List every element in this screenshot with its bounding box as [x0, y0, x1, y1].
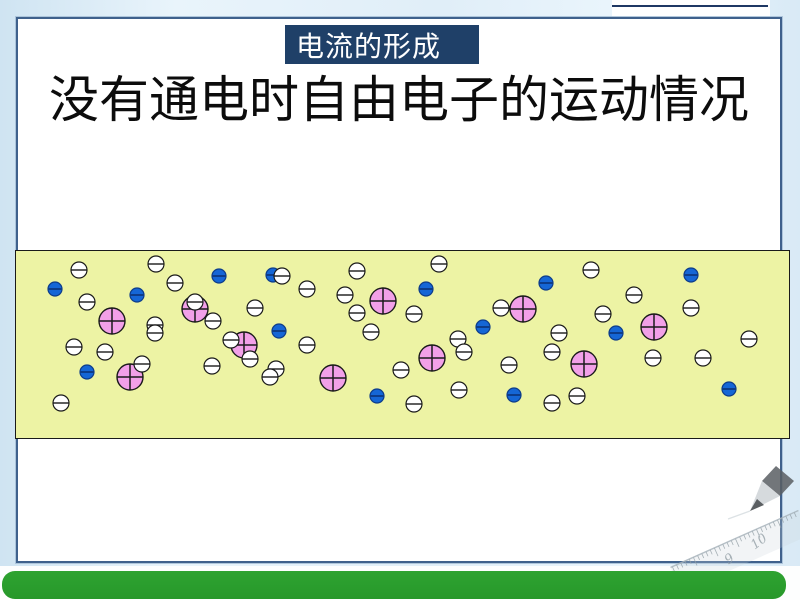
particle-ion [570, 350, 598, 378]
particle-electron_white [203, 357, 221, 375]
particle-electron_blue [418, 281, 434, 297]
particle-electron_white [186, 293, 204, 311]
particle-ion [369, 287, 397, 315]
particle-electron_white [362, 323, 380, 341]
particle-electron_white [450, 381, 468, 399]
pencil-ruler-decoration: 9 10 [670, 466, 800, 585]
particle-electron_blue [721, 381, 737, 397]
particle-electron_white [241, 350, 259, 368]
particle-electron_white [582, 261, 600, 279]
particle-electron_white [543, 394, 561, 412]
particle-electron_white [261, 368, 279, 386]
particle-ion [98, 307, 126, 335]
particle-electron_white [405, 305, 423, 323]
particle-electron_white [550, 324, 568, 342]
particle-electron_blue [47, 281, 63, 297]
particle-ion [509, 295, 537, 323]
particle-electron_white [348, 262, 366, 280]
particle-electron_blue [271, 323, 287, 339]
particle-electron_white [298, 280, 316, 298]
slide-heading: 没有通电时自由电子的运动情况 [49, 71, 749, 129]
particle-electron_white [70, 261, 88, 279]
particle-electron_blue [369, 388, 385, 404]
lesson-title-badge: 电流的形成 [285, 25, 479, 64]
particle-electron_white [594, 305, 612, 323]
particle-ion [640, 313, 668, 341]
background-paper-edge [612, 0, 770, 18]
particle-electron_white [740, 330, 758, 348]
particle-electron_white [682, 299, 700, 317]
particle-electron_blue [608, 325, 624, 341]
particle-electron_white [298, 336, 316, 354]
ruler-ticks [671, 512, 797, 576]
particle-electron_white [52, 394, 70, 412]
particle-electron_white [133, 355, 151, 373]
lesson-title-label: 电流的形成 [296, 29, 442, 63]
particle-electron_blue [506, 387, 522, 403]
particle-electron_white [405, 395, 423, 413]
particle-ion [418, 344, 446, 372]
particle-electron_white [204, 312, 222, 330]
particle-electron_white [65, 338, 83, 356]
top-accent-line [612, 5, 768, 7]
particle-electron_white [273, 267, 291, 285]
particle-electron_blue [211, 268, 227, 284]
pencil-icon [727, 466, 794, 520]
particle-electron_white [147, 255, 165, 273]
particle-electron_white [644, 349, 662, 367]
particle-electron_white [625, 286, 643, 304]
particle-electron_white [78, 293, 96, 311]
particle-electron_white [246, 299, 264, 317]
particle-electron_white [336, 286, 354, 304]
particle-electron_white [96, 343, 114, 361]
particle-diagram-svg [47, 255, 758, 413]
particle-electron_white [543, 343, 561, 361]
particle-electron_blue [129, 287, 145, 303]
particle-electron_white [694, 349, 712, 367]
particle-electron_white [500, 356, 518, 374]
particle-electron_white [146, 324, 164, 342]
particle-electron_blue [79, 364, 95, 380]
particle-electron_white [348, 304, 366, 322]
particle-electron_blue [475, 319, 491, 335]
conductor-diagram-box [15, 250, 790, 439]
bottom-green-bar [2, 571, 786, 599]
particle-electron_white [166, 274, 184, 292]
particle-ion [319, 364, 347, 392]
particle-electron_white [392, 361, 410, 379]
particle-electron_white [568, 387, 586, 405]
particle-electron_blue [683, 267, 699, 283]
particle-electron_blue [538, 275, 554, 291]
particle-electron_white [492, 299, 510, 317]
particle-electron_white [455, 343, 473, 361]
particle-electron_white [222, 331, 240, 349]
particle-electron_white [430, 255, 448, 273]
